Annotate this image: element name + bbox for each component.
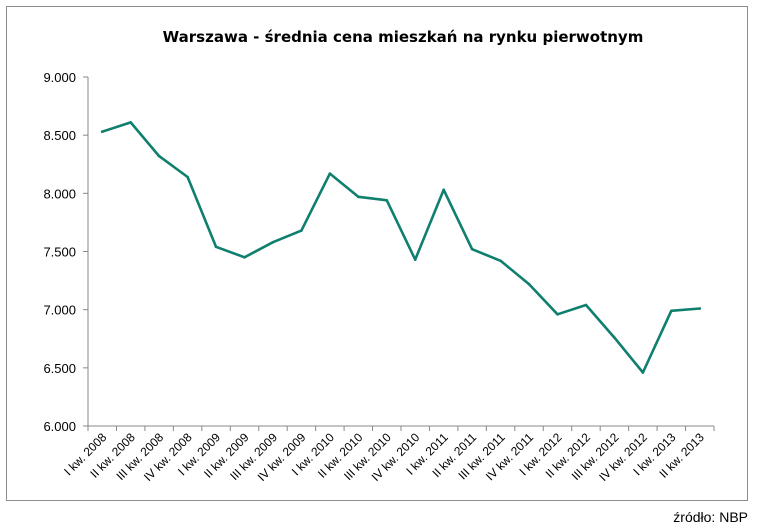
data-point <box>100 130 104 133</box>
data-point <box>328 172 332 175</box>
data-point <box>186 175 189 179</box>
y-tick-label: 6.000 <box>43 419 76 434</box>
data-point <box>357 195 360 199</box>
data-point <box>442 188 445 192</box>
data-point <box>613 336 616 339</box>
y-tick-label: 8.500 <box>43 128 76 143</box>
y-tick-label: 7.000 <box>43 303 76 318</box>
y-tick-label: 6.500 <box>43 361 76 376</box>
data-point <box>243 256 246 259</box>
chart-title: Warszawa - średnia cena mieszkań na rynk… <box>162 28 644 46</box>
data-point <box>129 121 132 124</box>
source-note: źródło: NBP <box>673 509 748 525</box>
data-point <box>527 282 531 286</box>
data-point <box>300 229 303 232</box>
y-tick-label: 9.000 <box>43 70 76 85</box>
y-tick-label: 7.500 <box>43 245 76 260</box>
data-point <box>584 303 588 307</box>
chart-frame <box>6 6 748 501</box>
data-point <box>470 247 474 251</box>
y-tick-label: 8.000 <box>43 186 76 201</box>
data-point <box>214 245 218 249</box>
data-point <box>385 199 389 202</box>
data-point <box>556 313 559 316</box>
data-point <box>670 309 673 313</box>
data-point <box>157 154 161 158</box>
data-point <box>499 259 502 263</box>
data-point <box>413 258 417 261</box>
data-point <box>698 307 702 310</box>
data-point <box>271 240 275 244</box>
data-point <box>641 371 645 374</box>
series-line <box>100 121 702 374</box>
